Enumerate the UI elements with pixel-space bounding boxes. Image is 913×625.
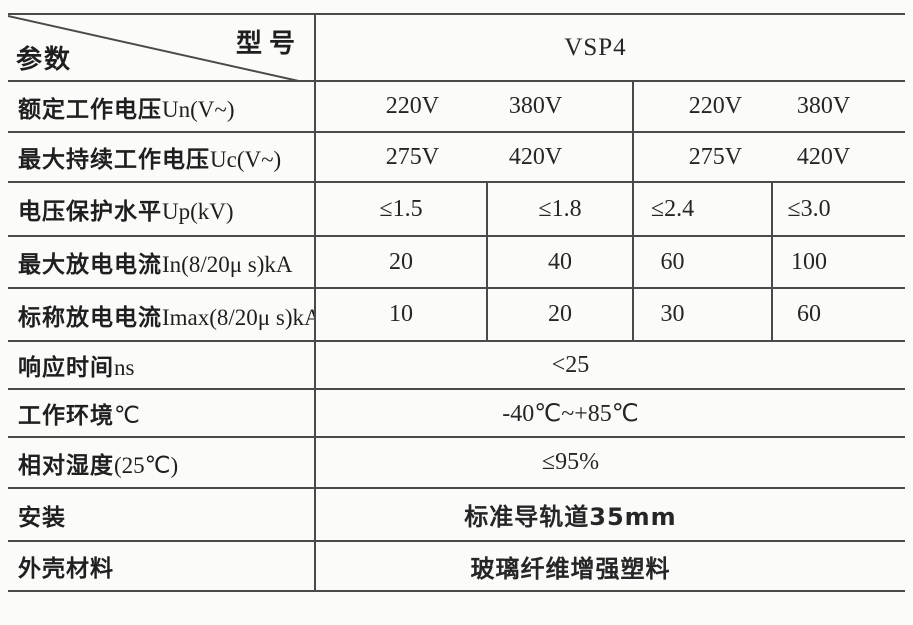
value-cell: 275V 420V [315,132,634,182]
table-row: 安装 标准导轨道35mm [8,488,905,541]
row-label-en: Imax(8/20μ s)kA [162,304,315,330]
value-cell: 20 [487,288,634,341]
table-row: 最大放电电流In(8/20μ s)kA 20 40 60 100 [8,236,905,288]
table-row: 响应时间ns <25 [8,341,905,389]
table-row: 工作环境℃ -40℃~+85℃ [8,389,905,437]
value-cell: 玻璃纤维增强塑料 [470,554,671,583]
value: 275V [688,143,743,170]
row-label-en: ℃ [114,403,140,428]
value-cell: 275V 420V [633,132,905,182]
model-value-cell: VSP4 [315,14,905,81]
row-label-max-continuous-voltage: 最大持续工作电压Uc(V~) [8,132,316,182]
value: 380V [796,93,851,119]
row-label-relative-humidity: 相对湿度(25℃) [8,437,316,488]
row-label-en: Un(V~) [162,96,235,122]
row-label-en: ns [114,355,135,380]
value-cell: -40℃~+85℃ [502,400,639,427]
value-cell: 20 [315,236,488,288]
table-row: 相对湿度(25℃) ≤95% [8,437,905,488]
value-cell: <25 [551,351,590,378]
row-label-zh: 标称放电电流 [18,304,162,331]
row-label-zh: 工作环境 [18,403,114,429]
row-label-max-discharge-current: 最大放电电流In(8/20μ s)kA [8,236,316,288]
value-cell: 10 [315,288,488,341]
row-label-zh: 响应时间 [18,355,114,381]
row-label-zh: 最大放电电流 [18,252,162,278]
row-label-housing-material: 外壳材料 [8,541,316,591]
model-value: VSP4 [564,33,627,61]
row-label-zh: 外壳材料 [18,556,114,582]
value: 220V [385,93,440,119]
row-label-zh: 相对湿度 [18,452,114,479]
value: 275V [385,143,440,170]
value-cell: 220V 380V [633,81,905,132]
value-cell: ≤95% [541,449,600,475]
value-cell: ≤1.5 [315,182,488,236]
row-label-en: In(8/20μ s)kA [162,252,293,277]
value: 420V [508,143,563,170]
value-cell: 30 [633,288,773,341]
value-cell: 40 [487,236,634,288]
row-label-installation: 安装 [8,488,316,541]
row-label-zh: 电压保护水平 [18,199,162,225]
value: 380V [508,93,563,119]
value-cell: 60 [797,301,821,327]
row-label-en: Up(kV) [162,199,234,224]
value-cell: ≤3.0 [787,195,831,222]
row-label-zh: 最大持续工作电压 [18,147,210,173]
value-cell: ≤2.4 [633,182,773,236]
row-label-zh: 安装 [18,504,66,531]
row-label-response-time: 响应时间ns [8,341,316,389]
row-label-zh: 额定工作电压 [18,96,162,123]
value-cell: 100 [791,248,827,275]
row-label-en: (25℃) [114,452,179,478]
table-row-header: 型号 参数 VSP4 [8,14,905,81]
value: 220V [688,93,743,119]
row-label-operating-environment: 工作环境℃ [8,389,316,437]
value-cell: ≤1.8 [487,182,634,236]
table-row: 电压保护水平Up(kV) ≤1.5 ≤1.8 ≤2.4 ≤3.0 [8,182,905,236]
table-row: 外壳材料 玻璃纤维增强塑料 [8,541,905,591]
table-row: 额定工作电压Un(V~) 220V 380V 220V 380V [8,81,905,132]
param-header-label: 参数 [16,45,73,75]
row-label-protection-level: 电压保护水平Up(kV) [8,182,316,236]
row-label-nominal-discharge-current: 标称放电电流Imax(8/20μ s)kA [8,288,316,341]
row-label-en: Uc(V~) [210,147,282,172]
value-cell: 60 [633,236,773,288]
model-header-label: 型号 [235,29,302,59]
spec-table: 型号 参数 VSP4 额定工作电压Un(V~) 220V 380V 220V [8,13,905,592]
table-row: 标称放电电流Imax(8/20μ s)kA 10 20 30 60 [8,288,905,341]
value-cell: 220V 380V [315,81,634,132]
row-label-rated-voltage: 额定工作电压Un(V~) [8,81,316,132]
corner-cell: 型号 参数 [8,14,316,81]
value: 420V [796,143,851,170]
table-row: 最大持续工作电压Uc(V~) 275V 420V 275V 420V [8,132,905,182]
value-cell: 标准导轨道35mm [464,503,677,531]
